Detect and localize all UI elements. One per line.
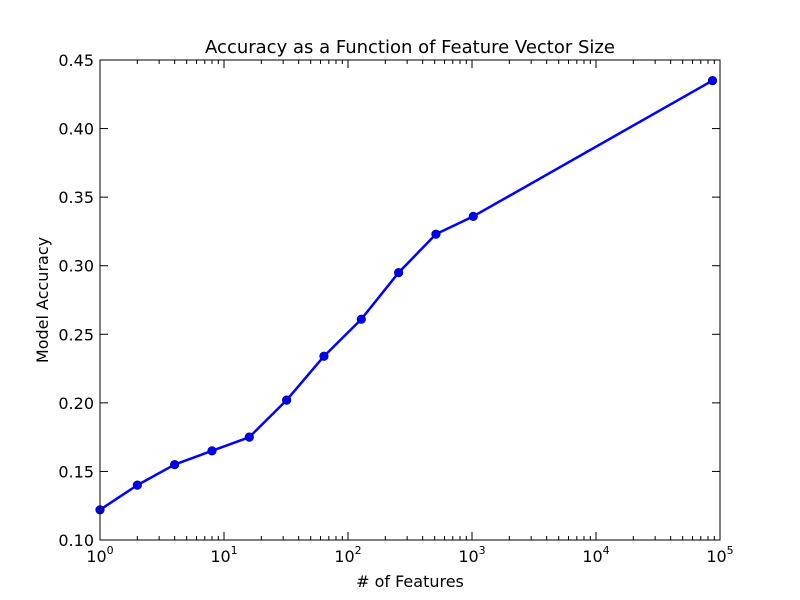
series-layer — [95, 75, 718, 515]
data-point — [207, 446, 217, 456]
x-tick-exponent: 3 — [479, 544, 486, 557]
series-line — [99, 79, 714, 511]
x-tick-label: 102 — [334, 544, 361, 566]
y-tick-label: 0.25 — [58, 325, 94, 344]
data-point — [431, 229, 441, 239]
x-tick-exponent: 4 — [603, 544, 610, 557]
x-tick-label: 105 — [706, 544, 733, 566]
data-point — [468, 211, 478, 221]
x-tick-exponent: 5 — [727, 544, 734, 557]
plot-area — [100, 60, 720, 540]
y-axis-label: Model Accuracy — [33, 237, 52, 363]
y-tick-label: 0.20 — [58, 394, 94, 413]
data-point — [282, 395, 292, 405]
y-tick-label: 0.10 — [58, 531, 94, 550]
data-point — [244, 432, 254, 442]
data-point — [319, 351, 329, 361]
x-tick-base: 10 — [706, 547, 726, 566]
x-axis-label: # of Features — [356, 572, 464, 591]
x-tick-exponent: 1 — [231, 544, 238, 557]
chart-title: Accuracy as a Function of Feature Vector… — [205, 37, 615, 58]
x-tick-exponent: 0 — [107, 544, 114, 557]
data-point — [132, 480, 142, 490]
x-tick-exponent: 2 — [355, 544, 362, 557]
x-tick-label: 100 — [86, 544, 113, 566]
data-point — [356, 314, 366, 324]
y-tick-label: 0.30 — [58, 257, 94, 276]
x-tick-label: 104 — [582, 544, 609, 566]
plot-frame — [99, 59, 721, 541]
x-tick-label: 101 — [210, 544, 237, 566]
x-tick-base: 10 — [458, 547, 478, 566]
y-tick-label: 0.15 — [58, 462, 94, 481]
y-tick-label: 0.45 — [58, 51, 94, 70]
x-tick-base: 10 — [86, 547, 106, 566]
y-tick-label: 0.40 — [58, 120, 94, 139]
y-tick-label: 0.35 — [58, 188, 94, 207]
data-point — [394, 267, 404, 278]
data-point — [170, 459, 180, 470]
x-tick-label: 103 — [458, 544, 485, 566]
x-tick-base: 10 — [210, 547, 230, 566]
x-tick-base: 10 — [334, 547, 354, 566]
data-point — [707, 75, 718, 86]
x-tick-base: 10 — [582, 547, 602, 566]
